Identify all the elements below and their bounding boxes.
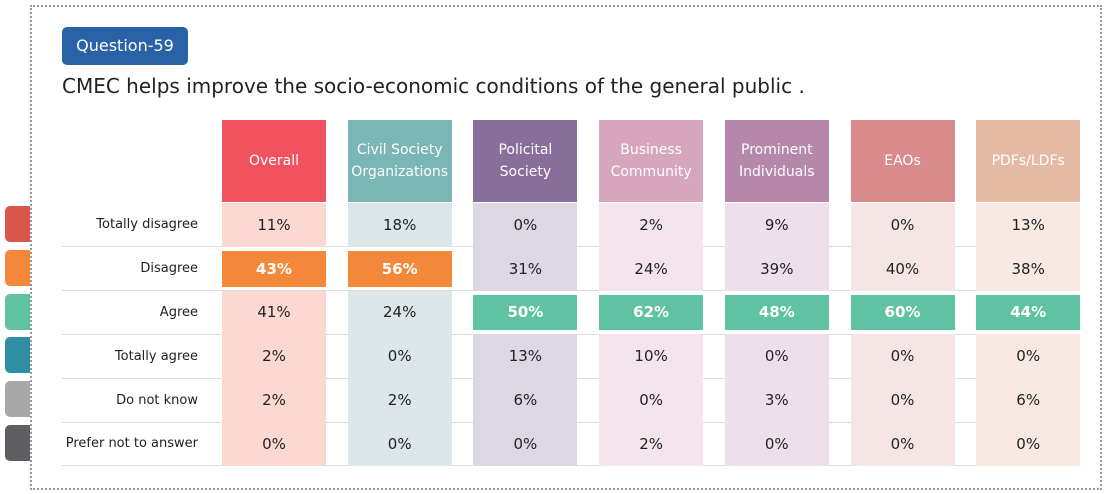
column-header: PDFs/LDFs [976, 120, 1081, 202]
row-color-tab [5, 425, 30, 461]
cell: 2% [347, 378, 452, 422]
cell: 6% [473, 378, 578, 422]
frame [30, 5, 1102, 490]
cell: 38% [976, 246, 1081, 291]
cell: 0% [850, 334, 955, 379]
column-header: Prominent Individuals [724, 120, 829, 202]
cell: 0% [850, 378, 955, 422]
cell: 18% [347, 203, 452, 247]
cell: 0% [976, 334, 1081, 379]
cell: 43% [222, 250, 326, 287]
cell: 40% [850, 246, 955, 291]
cell: 6% [976, 378, 1081, 422]
cell: 39% [724, 246, 829, 291]
cell: 0% [473, 422, 578, 466]
cell: 0% [347, 422, 452, 466]
row-label: Totally agree [114, 348, 198, 364]
column-header: EAOs [850, 120, 955, 202]
cell: 0% [347, 334, 452, 379]
column-header: Business Community [599, 120, 704, 202]
cell: 50% [473, 294, 578, 331]
cell: 3% [724, 378, 829, 422]
cell: 60% [850, 294, 955, 331]
cell: 10% [599, 334, 704, 379]
cell: 0% [850, 203, 955, 247]
cell: 13% [976, 203, 1081, 247]
column-header: Overall [222, 120, 326, 202]
row-label: Agree [159, 304, 198, 320]
cell: 44% [976, 294, 1081, 331]
row-color-tab [5, 206, 30, 242]
cell: 31% [473, 246, 578, 291]
cell: 2% [599, 203, 704, 247]
row-color-tab [5, 337, 30, 374]
row-label: Do not know [116, 392, 198, 408]
cell: 2% [222, 334, 326, 379]
cell: 2% [599, 422, 704, 466]
column-header: Civil Society Organizations [347, 120, 452, 202]
row-color-tab [5, 381, 30, 418]
row-label: Totally disagree [96, 217, 198, 233]
row-color-tab [5, 293, 30, 330]
cell: 0% [222, 422, 326, 466]
question-title: CMEC helps improve the socio-economic co… [62, 74, 805, 98]
row-label: Disagree [140, 261, 198, 277]
cell: 2% [222, 378, 326, 422]
cell: 56% [347, 250, 452, 287]
cell: 62% [599, 294, 704, 331]
cell: 0% [724, 422, 829, 466]
cell: 9% [724, 203, 829, 247]
row-separator [62, 465, 1080, 467]
cell: 48% [724, 294, 829, 331]
cell: 0% [850, 422, 955, 466]
question-badge: Question-59 [62, 27, 188, 65]
row-color-tab [5, 249, 30, 286]
cell: 24% [347, 290, 452, 335]
row-label: Prefer not to answer [65, 436, 198, 452]
column-header: Policital Society [473, 120, 578, 202]
row-separator [62, 290, 1080, 292]
cell: 24% [599, 246, 704, 291]
cell: 0% [473, 203, 578, 247]
cell: 41% [222, 290, 326, 335]
cell: 0% [976, 422, 1081, 466]
cell: 0% [724, 334, 829, 379]
cell: 11% [222, 203, 326, 247]
cell: 0% [599, 378, 704, 422]
cell: 13% [473, 334, 578, 379]
